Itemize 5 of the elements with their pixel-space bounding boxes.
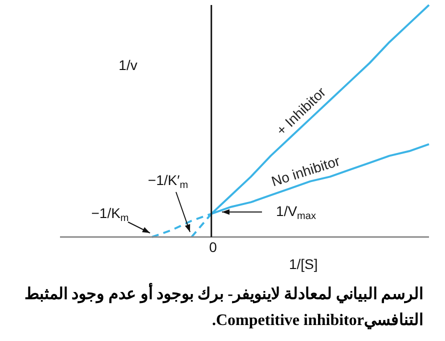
text: No inhibitor — [269, 152, 342, 190]
x-axis-title: 1/[S] — [288, 256, 318, 272]
text: الرسم البياني لمعادلة لاينويفر- برك بوجود أو عدم وجود المثبط التنافسيCompetitive inhibitor. — [24, 282, 424, 332]
text: 0 — [209, 239, 218, 255]
y-axis-title: 1/v — [118, 57, 138, 73]
